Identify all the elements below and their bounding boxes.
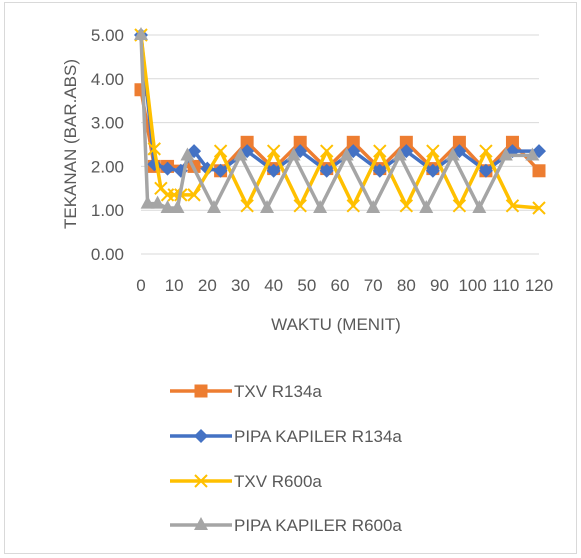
x-axis-ticks: 0 10 20 30 40 50 60 70 80 90 100 110 120 xyxy=(136,276,553,295)
legend-label: TXV R134a xyxy=(234,382,322,401)
data-point xyxy=(505,199,520,213)
series-1 xyxy=(134,83,546,178)
data-point xyxy=(240,135,254,149)
data-point xyxy=(339,147,354,161)
legend-marker xyxy=(194,474,208,488)
data-point xyxy=(419,200,434,214)
data-point xyxy=(187,188,201,202)
x-axis-title: WAKTU (MENIT) xyxy=(271,315,401,334)
series-layer xyxy=(134,27,546,215)
y-tick-label: 1.00 xyxy=(91,201,124,220)
legend-label: TXV R600a xyxy=(234,472,322,491)
data-point xyxy=(399,199,414,213)
data-point xyxy=(293,199,307,213)
data-point xyxy=(478,163,493,178)
data-point xyxy=(373,144,387,158)
data-point xyxy=(140,195,155,209)
data-point xyxy=(392,147,407,161)
data-point xyxy=(266,144,281,158)
data-point xyxy=(150,195,165,209)
legend-item: TXV R600a xyxy=(170,472,322,491)
legend-marker xyxy=(194,384,208,398)
data-point xyxy=(445,147,460,161)
data-point xyxy=(372,163,387,178)
data-point xyxy=(180,147,195,161)
x-tick-label: 50 xyxy=(297,276,316,295)
legend: TXV R134a PIPA KAPILER R134a TXV R600a PIPA… xyxy=(170,382,402,535)
y-tick-label: 3.00 xyxy=(91,114,124,133)
data-point xyxy=(160,200,175,214)
x-tick-label: 100 xyxy=(458,276,486,295)
legend-marker xyxy=(194,429,208,443)
legend-item: TXV R134a xyxy=(170,382,322,401)
x-tick-label: 20 xyxy=(198,276,217,295)
series-line xyxy=(139,34,533,210)
data-point xyxy=(320,144,334,158)
legend-item: PIPA KAPILER R600a xyxy=(170,516,402,535)
data-point xyxy=(366,200,381,214)
x-tick-label: 70 xyxy=(364,276,383,295)
x-tick-label: 110 xyxy=(492,276,519,295)
data-point xyxy=(532,201,546,215)
data-point xyxy=(147,142,161,156)
data-point xyxy=(346,135,360,149)
data-point xyxy=(479,144,493,158)
data-point xyxy=(425,163,440,178)
legend-label: PIPA KAPILER R134a xyxy=(234,427,402,446)
data-point xyxy=(286,147,301,161)
x-tick-label: 120 xyxy=(525,276,553,295)
x-tick-label: 80 xyxy=(397,276,416,295)
x-tick-label: 90 xyxy=(430,276,449,295)
chart-frame xyxy=(4,2,577,554)
data-point xyxy=(240,199,254,213)
data-point xyxy=(206,200,221,214)
data-point xyxy=(452,199,467,213)
data-point xyxy=(532,164,546,178)
y-tick-label: 4.00 xyxy=(91,70,124,89)
series-line xyxy=(139,34,539,173)
data-point xyxy=(260,200,275,214)
y-axis-ticks: 0.00 1.00 2.00 3.00 4.00 5.00 xyxy=(91,26,124,264)
series-4 xyxy=(134,27,540,214)
data-point xyxy=(313,200,328,214)
data-point xyxy=(525,147,540,161)
data-point xyxy=(213,144,228,158)
data-point xyxy=(498,147,513,161)
data-point xyxy=(233,147,248,161)
x-tick-label: 60 xyxy=(331,276,350,295)
x-tick-label: 0 xyxy=(136,276,145,295)
data-point xyxy=(426,144,440,158)
y-tick-label: 5.00 xyxy=(91,26,124,45)
data-point xyxy=(505,135,519,149)
y-axis-title: TEKANAN (BAR.ABS) xyxy=(61,59,80,229)
data-point xyxy=(160,161,175,176)
data-point xyxy=(452,135,466,149)
data-point xyxy=(399,135,413,149)
data-point xyxy=(472,200,487,214)
series-3 xyxy=(134,28,546,215)
gridlines xyxy=(141,34,539,255)
x-tick-label: 30 xyxy=(231,276,250,295)
x-tick-label: 40 xyxy=(264,276,283,295)
data-point xyxy=(213,163,228,178)
y-tick-label: 2.00 xyxy=(91,157,124,176)
data-point xyxy=(170,200,185,214)
legend-item: PIPA KAPILER R134a xyxy=(170,427,402,446)
data-point xyxy=(293,135,307,149)
x-tick-label: 10 xyxy=(165,276,184,295)
data-point xyxy=(266,163,281,178)
y-tick-label: 0.00 xyxy=(91,245,124,264)
legend-label: PIPA KAPILER R600a xyxy=(234,516,402,535)
data-point xyxy=(319,163,334,178)
legend-marker xyxy=(194,517,208,530)
data-point xyxy=(346,199,360,213)
data-point xyxy=(134,27,148,40)
